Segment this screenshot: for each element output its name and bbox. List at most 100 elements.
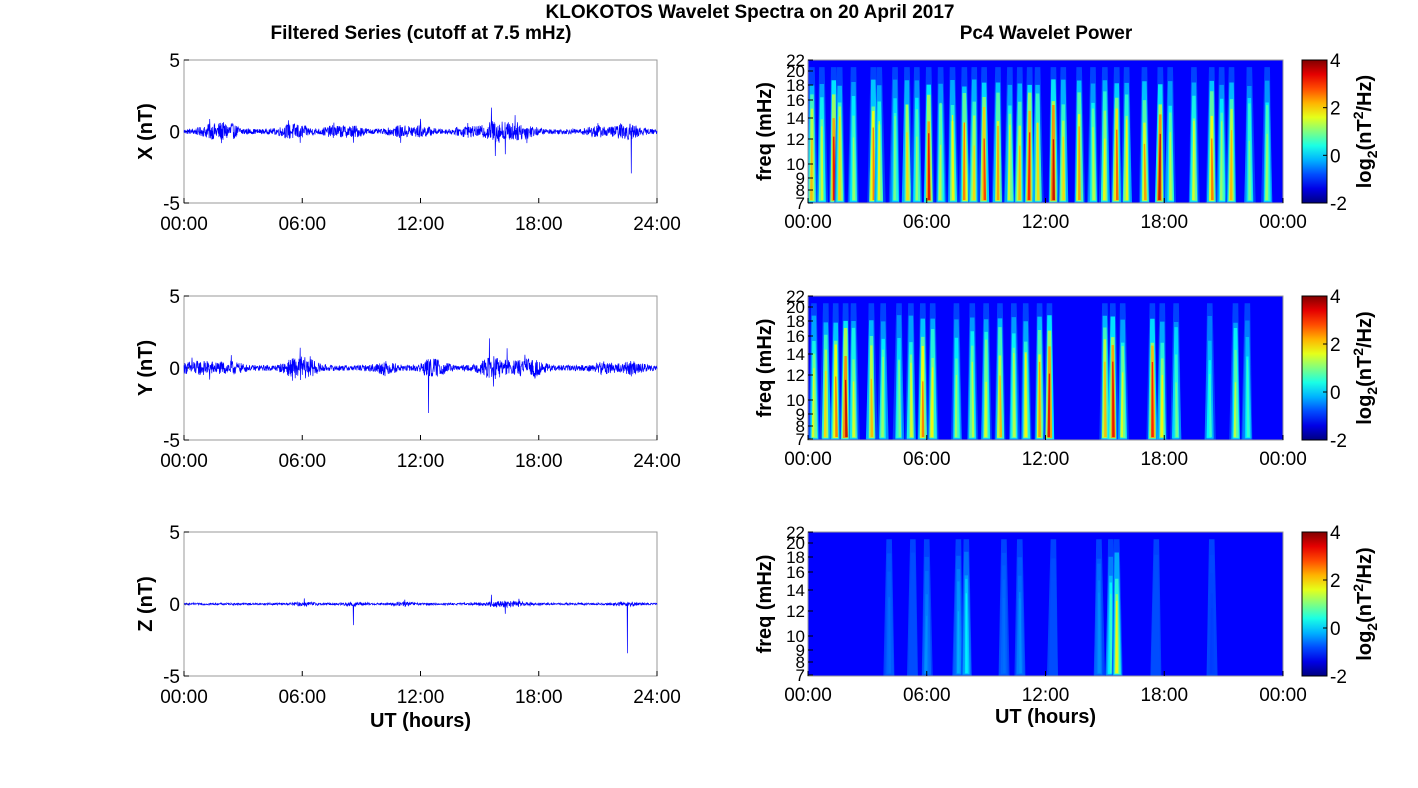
y-tick-label: 20 xyxy=(786,534,805,553)
colorbar-label-part: /Hz) xyxy=(1354,75,1376,112)
timeseries-panel-y: 5 0 -500:00 06:00 12:00 18:00 24:00 Y (nT) xyxy=(135,287,681,472)
colorbar-tick-label: 2 xyxy=(1330,335,1341,356)
wavelet-burst xyxy=(1211,138,1214,201)
wavelet-burst xyxy=(1052,604,1055,674)
colorbar-label-part: log xyxy=(1354,395,1376,425)
y-axis-label: X (nT) xyxy=(135,103,157,160)
colorbar-gradient xyxy=(1301,295,1328,441)
series-trace-y xyxy=(183,338,658,414)
colorbar-label-part: /Hz) xyxy=(1354,547,1376,584)
wavelet-burst xyxy=(1125,119,1129,201)
y-axis-label: Z (nT) xyxy=(135,576,157,632)
wavelet-burst xyxy=(835,376,838,438)
x-tick-label: 06:00 xyxy=(278,214,326,235)
wavelet-burst xyxy=(844,379,848,438)
wavelet-burst xyxy=(1115,129,1119,201)
wavelet-burst xyxy=(954,374,958,438)
wavelet-burst xyxy=(810,138,813,201)
y-axis-label: freq (mHz) xyxy=(754,319,776,418)
x-tick-label: 06:00 xyxy=(903,449,951,470)
x-tick-label: 00:00 xyxy=(784,449,832,470)
y-tick-label: 0 xyxy=(169,123,180,144)
colorbar-label-part: (nT xyxy=(1354,356,1376,387)
colorbar-label: log2(nT2/Hz) xyxy=(1350,311,1380,424)
wavelet-burst xyxy=(893,116,896,201)
y-tick-label: 12 xyxy=(786,602,805,621)
wavelet-burst xyxy=(1007,124,1011,201)
x-tick-label: 00:00 xyxy=(1259,685,1307,706)
y-tick-label: 8 xyxy=(796,417,805,436)
wavelet-burst xyxy=(823,370,827,438)
wavelet-burst xyxy=(911,615,915,674)
y-tick-label: 5 xyxy=(169,51,180,72)
y-tick-label: 8 xyxy=(796,653,805,672)
y-tick-label: 7 xyxy=(796,194,805,213)
wavelet-bursts xyxy=(883,539,1218,676)
wavelet-burst xyxy=(1229,130,1233,201)
wavelet-burst xyxy=(1110,593,1113,674)
y-tick-label: 18 xyxy=(786,76,805,95)
y-tick-label: 7 xyxy=(796,430,805,449)
wavelet-burst xyxy=(957,611,960,674)
wavelet-burst xyxy=(1078,126,1081,201)
colorbar-label-part: 2 xyxy=(1364,387,1380,395)
wavelet-burst xyxy=(938,144,942,201)
wavelet-burst xyxy=(877,121,881,201)
series-trace-x xyxy=(183,107,658,174)
y-tick-label: 12 xyxy=(786,366,805,385)
colorbar-label-part: 2 xyxy=(1350,584,1366,592)
wavelet-burst xyxy=(898,360,902,438)
wavelet-burst xyxy=(1209,373,1212,438)
x-tick-label: 06:00 xyxy=(903,685,951,706)
colorbar-tick-label: 0 xyxy=(1330,619,1341,640)
x-tick-label: 00:00 xyxy=(160,687,208,708)
y-tick-label: 9 xyxy=(796,169,805,188)
x-tick-label: 00:00 xyxy=(160,451,208,472)
colorbar-label-part: (nT xyxy=(1354,592,1376,623)
wavelet-burst xyxy=(1151,361,1154,438)
y-tick-label: 0 xyxy=(169,595,180,616)
colorbar-label: log2(nT2/Hz) xyxy=(1350,75,1380,188)
left-column-title: Filtered Series (cutoff at 7.5 mHz) xyxy=(271,23,572,44)
wavelet-burst xyxy=(811,368,815,438)
y-tick-label: 9 xyxy=(796,641,805,660)
y-tick-label: 20 xyxy=(786,62,805,81)
y-tick-label: -5 xyxy=(163,431,180,452)
wavelet-burst xyxy=(820,126,824,201)
colorbar-tick-label: -2 xyxy=(1330,431,1347,452)
wavelet-burst xyxy=(984,381,987,438)
timeseries-panel-x: 5 0 -500:00 06:00 12:00 18:00 24:00 X (nT) xyxy=(135,51,681,235)
y-tick-label: 14 xyxy=(786,581,805,600)
x-tick-label: 24:00 xyxy=(633,687,681,708)
x-tick-label: 18:00 xyxy=(515,451,563,472)
wavelet-burst xyxy=(1104,361,1107,438)
colorbar-tick-label: 0 xyxy=(1330,383,1341,404)
x-tick-label: 18:00 xyxy=(515,687,563,708)
x-tick-label: 24:00 xyxy=(633,451,681,472)
wavelet-burst xyxy=(1209,608,1213,674)
x-tick-label: 06:00 xyxy=(278,687,326,708)
y-axis-label: Y (nT) xyxy=(135,340,157,396)
colorbar-tick-label: 4 xyxy=(1330,287,1341,308)
y-tick-label: 9 xyxy=(796,405,805,424)
wavelet-burst xyxy=(1160,375,1164,438)
wavelet-burst xyxy=(888,596,892,674)
wavelet-burst xyxy=(930,367,934,438)
wavelet-burst xyxy=(962,122,966,201)
wavelet-burst xyxy=(1246,359,1250,438)
x-tick-label: 00:00 xyxy=(784,212,832,233)
x-tick-label: 12:00 xyxy=(397,214,445,235)
y-tick-label: 5 xyxy=(169,523,180,544)
y-tick-label: 20 xyxy=(786,298,805,317)
y-tick-label: 5 xyxy=(169,287,180,308)
y-tick-label: 16 xyxy=(786,563,805,582)
x-tick-label: 18:00 xyxy=(515,214,563,235)
wavelet-burst xyxy=(951,115,955,201)
colorbar-label: log2(nT2/Hz) xyxy=(1350,547,1380,660)
wavelet-burst xyxy=(1019,592,1022,674)
y-tick-label: 16 xyxy=(786,91,805,110)
y-tick-label: 18 xyxy=(786,548,805,567)
wavelet-burst xyxy=(1265,133,1268,201)
